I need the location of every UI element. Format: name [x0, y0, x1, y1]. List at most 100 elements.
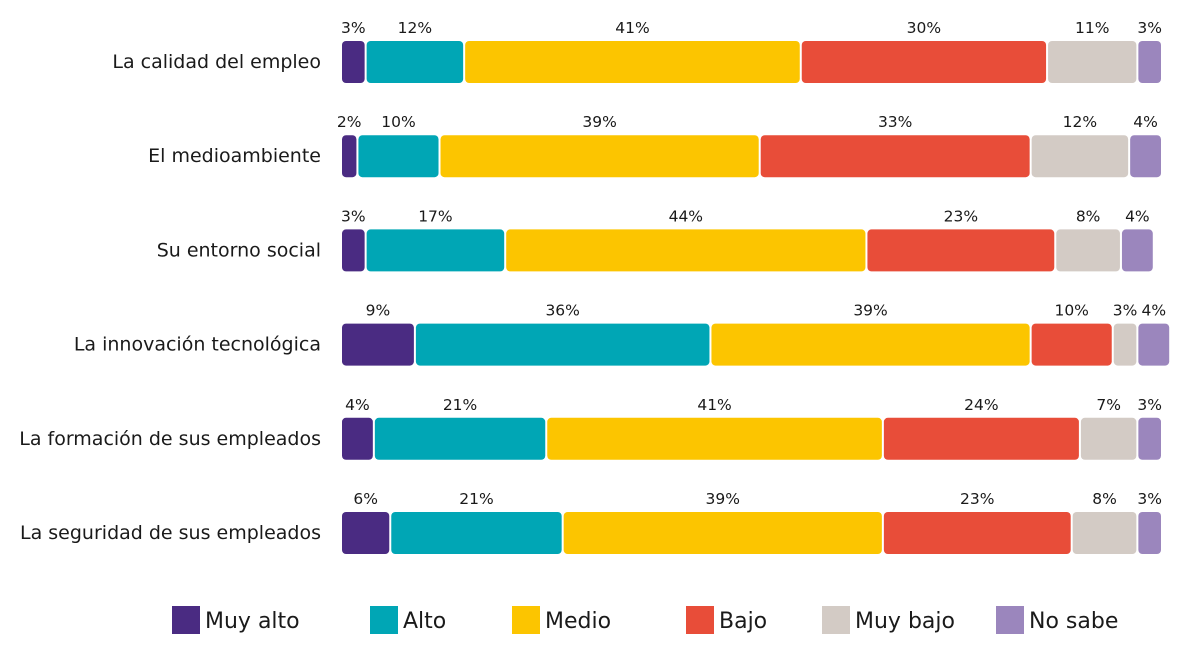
bar-segment-muy-bajo [1072, 512, 1137, 554]
data-label: 39% [582, 113, 616, 131]
bar-segment-muy-alto [342, 135, 357, 178]
bar-segment-bajo [1031, 323, 1112, 366]
legend-swatch [996, 606, 1024, 634]
category-label: Su entorno social [157, 239, 321, 261]
bar-row-la-innovacion-tecnologica: La innovación tecnológica 9% 36% 39% 10% 3% 4% [74, 302, 1170, 366]
data-label: 30% [907, 19, 941, 37]
legend: Muy alto Alto Medio Bajo Muy bajo No sabe [172, 606, 1118, 634]
bar-segment-muy-alto [342, 417, 373, 460]
data-label: 12% [398, 19, 432, 37]
data-label: 11% [1075, 19, 1109, 37]
bar-segment-alto [366, 41, 464, 83]
bar-segment-alto [366, 229, 505, 272]
legend-swatch [686, 606, 714, 634]
data-label: 10% [381, 113, 415, 131]
bar-segment-alto [391, 512, 562, 554]
data-label: 21% [443, 396, 477, 414]
bar-segment-medio [440, 135, 759, 178]
bar-segment-bajo [760, 135, 1030, 178]
data-label: 8% [1092, 490, 1117, 508]
legend-swatch [512, 606, 540, 634]
legend-item-no-sabe: No sabe [996, 606, 1118, 634]
bar-segment-medio [547, 417, 882, 460]
bar-segment-medio [711, 323, 1030, 366]
legend-label: Medio [545, 609, 611, 634]
legend-swatch [370, 606, 398, 634]
legend-swatch [172, 606, 200, 634]
data-label: 39% [706, 490, 740, 508]
data-label: 41% [697, 396, 731, 414]
bar-segment-muy-alto [342, 323, 414, 366]
legend-label: Muy bajo [855, 609, 955, 634]
data-label: 4% [345, 396, 370, 414]
bar-segment-medio [506, 229, 866, 272]
data-label: 3% [1113, 302, 1138, 320]
category-label: El medioambiente [148, 145, 321, 167]
bar-segment-bajo [801, 41, 1047, 83]
data-label: 44% [669, 207, 703, 225]
bar-row-la-calidad-del-empleo: La calidad del empleo 3% 12% 41% 30% 11% 3% [112, 19, 1162, 83]
data-label: 23% [944, 207, 978, 225]
bar-row-la-seguridad-de-sus-empleados: La seguridad de sus empleados 6% 21% 39% 23%… [20, 490, 1162, 554]
data-label: 4% [1133, 113, 1158, 131]
bar-row-la-formacion-de-sus-empleados: La formación de sus empleados 4% 21% 41% 24%… [19, 396, 1162, 460]
bar-segment-no-sabe [1130, 135, 1161, 178]
data-label: 3% [341, 19, 366, 37]
data-label: 41% [615, 19, 649, 37]
data-label: 3% [1137, 396, 1162, 414]
data-label: 24% [964, 396, 998, 414]
data-label: 17% [418, 207, 452, 225]
bar-segment-alto [415, 323, 710, 366]
bar-segment-muy-alto [342, 229, 365, 272]
bar-segment-muy-alto [342, 512, 390, 554]
legend-item-muy-alto: Muy alto [172, 606, 300, 634]
bar-row-su-entorno-social: Su entorno social 3% 17% 44% 23% 8% 4% [157, 207, 1153, 272]
bar-segment-no-sabe [1138, 512, 1161, 554]
legend-item-bajo: Bajo [686, 606, 767, 634]
category-label: La seguridad de sus empleados [20, 522, 321, 544]
bar-segment-bajo [867, 229, 1055, 272]
data-label: 39% [853, 302, 887, 320]
bar-segment-medio [563, 512, 882, 554]
bar-segment-muy-bajo [1056, 229, 1120, 272]
data-label: 6% [353, 490, 378, 508]
data-label: 10% [1054, 302, 1088, 320]
bar-segment-muy-alto [342, 41, 365, 83]
legend-item-medio: Medio [512, 606, 611, 634]
bar-row-el-medioambiente: El medioambiente 2% 10% 39% 33% 12% 4% [148, 113, 1161, 178]
legend-item-alto: Alto [370, 606, 446, 634]
data-label: 8% [1076, 207, 1101, 225]
data-label: 12% [1063, 113, 1097, 131]
data-label: 3% [1137, 490, 1162, 508]
bars-layer: La calidad del empleo 3% 12% 41% 30% 11% 3% El … [19, 19, 1170, 554]
bar-segment-muy-bajo [1031, 135, 1129, 178]
bar-segment-muy-bajo [1080, 417, 1137, 460]
bar-segment-alto [358, 135, 439, 178]
data-label: 9% [366, 302, 391, 320]
legend-label: Alto [403, 609, 446, 634]
data-label: 33% [878, 113, 912, 131]
data-label: 21% [459, 490, 493, 508]
legend-label: No sabe [1029, 609, 1118, 634]
category-label: La formación de sus empleados [19, 428, 321, 450]
bar-segment-muy-bajo [1048, 41, 1137, 83]
category-label: La calidad del empleo [112, 51, 321, 73]
data-label: 2% [337, 113, 362, 131]
data-label: 23% [960, 490, 994, 508]
bar-segment-alto [374, 417, 546, 460]
data-label: 7% [1096, 396, 1121, 414]
bar-segment-bajo [883, 417, 1079, 460]
legend-label: Bajo [719, 609, 767, 634]
category-label: La innovación tecnológica [74, 334, 321, 356]
bar-segment-no-sabe [1138, 41, 1161, 83]
data-label: 36% [545, 302, 579, 320]
bar-segment-bajo [883, 512, 1071, 554]
bar-segment-muy-bajo [1113, 323, 1137, 366]
data-label: 4% [1141, 302, 1166, 320]
data-label: 3% [1137, 19, 1162, 37]
data-label: 4% [1125, 207, 1150, 225]
data-label: 3% [341, 207, 366, 225]
bar-segment-no-sabe [1121, 229, 1153, 272]
bar-segment-no-sabe [1138, 417, 1161, 460]
legend-swatch [822, 606, 850, 634]
